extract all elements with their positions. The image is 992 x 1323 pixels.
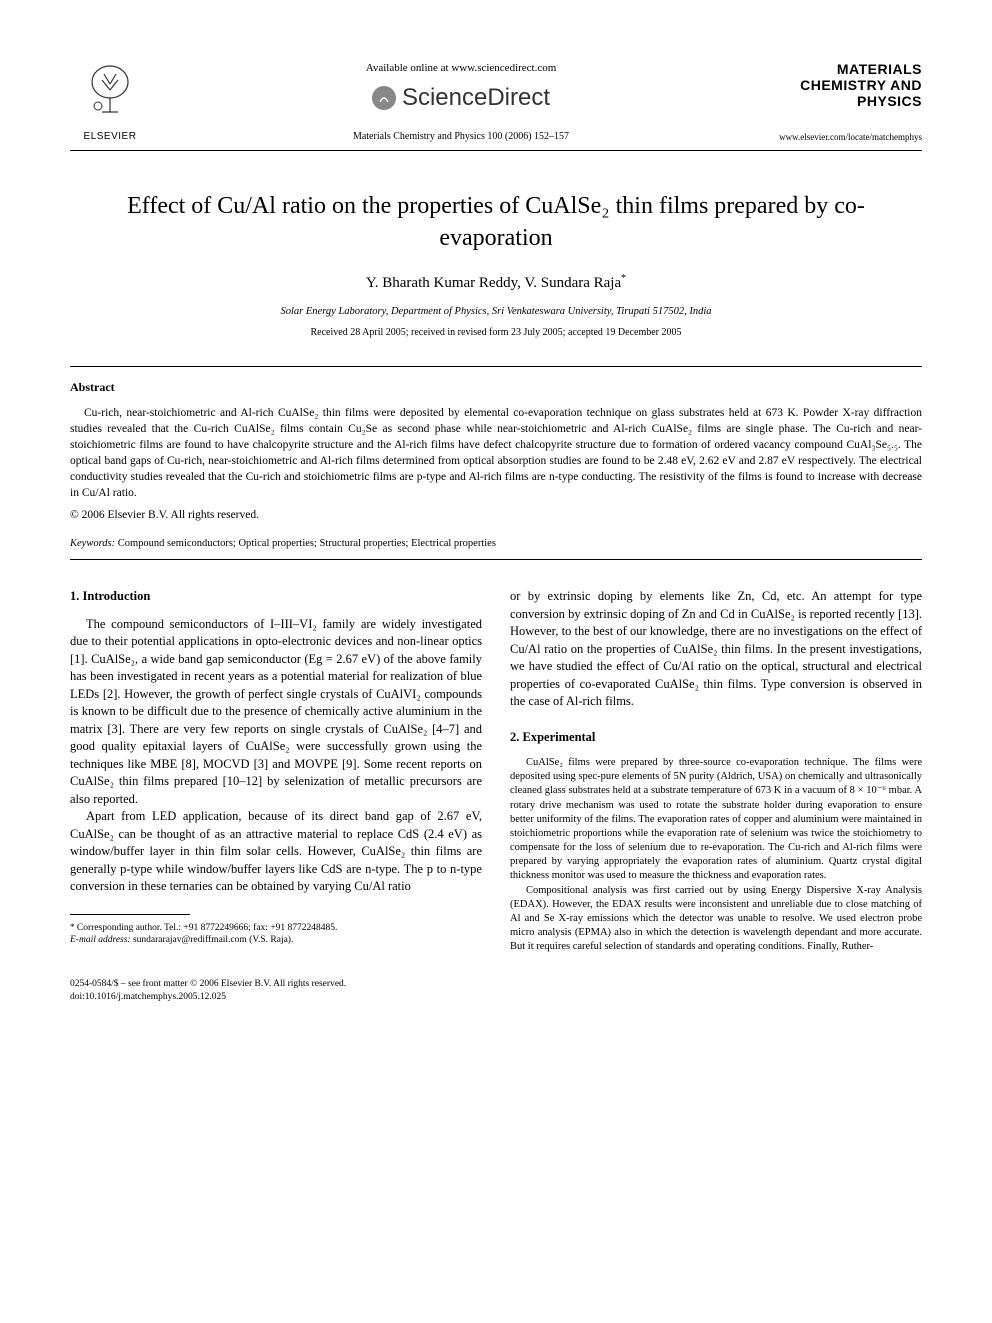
footnote: * Corresponding author. Tel.: +91 877224… [70, 921, 482, 948]
keywords-text: Compound semiconductors; Optical propert… [115, 538, 496, 549]
journal-logo: MATERIALS CHEMISTRY AND PHYSICS www.else… [772, 61, 922, 144]
center-header: Available online at www.sciencedirect.co… [150, 61, 772, 144]
sciencedirect-text: ScienceDirect [402, 81, 550, 116]
journal-logo-title: MATERIALS CHEMISTRY AND PHYSICS [772, 61, 922, 109]
footer-doi: doi:10.1016/j.matchemphys.2005.12.025 [70, 991, 922, 1004]
page-header: ELSEVIER Available online at www.science… [70, 60, 922, 144]
experimental-paragraph-2: Compositional analysis was first carried… [510, 884, 922, 955]
abstract-text: Cu-rich, near-stoichiometric and Al-rich… [70, 405, 922, 502]
right-column: or by extrinsic doping by elements like … [510, 588, 922, 954]
elsevier-tree-icon [80, 60, 140, 120]
header-rule [70, 150, 922, 151]
sciencedirect-logo: ScienceDirect [372, 81, 550, 116]
abstract-top-rule [70, 366, 922, 367]
footnote-email: E-mail address: sundararajav@rediffmail.… [70, 934, 482, 947]
article-dates: Received 28 April 2005; received in revi… [70, 326, 922, 341]
experimental-paragraph-1: CuAlSe₂ films were prepared by three-sou… [510, 756, 922, 884]
intro-paragraph-1: The compound semiconductors of I–III–VI₂… [70, 616, 482, 809]
journal-url: www.elsevier.com/locate/matchemphys [772, 131, 922, 144]
available-online-text: Available online at www.sciencedirect.co… [170, 61, 752, 77]
footnote-corresponding: * Corresponding author. Tel.: +91 877224… [70, 921, 482, 935]
elsevier-label: ELSEVIER [70, 130, 150, 145]
journal-reference: Materials Chemistry and Physics 100 (200… [170, 130, 752, 145]
left-column: 1. Introduction The compound semiconduct… [70, 588, 482, 954]
keywords: Keywords: Compound semiconductors; Optic… [70, 536, 922, 551]
sciencedirect-bullet-icon [372, 86, 396, 110]
article-title: Effect of Cu/Al ratio on the properties … [110, 191, 882, 253]
keywords-label: Keywords: [70, 538, 115, 549]
authors-text: Y. Bharath Kumar Reddy, V. Sundara Raja [366, 275, 621, 291]
footer-issn: 0254-0584/$ – see front matter © 2006 El… [70, 978, 922, 991]
introduction-heading: 1. Introduction [70, 588, 482, 606]
footnote-rule [70, 914, 190, 915]
intro-paragraph-2: Apart from LED application, because of i… [70, 808, 482, 896]
intro-paragraph-3: or by extrinsic doping by elements like … [510, 588, 922, 711]
body-columns: 1. Introduction The compound semiconduct… [70, 588, 922, 954]
corresponding-author-mark: * [621, 273, 626, 284]
authors: Y. Bharath Kumar Reddy, V. Sundara Raja* [70, 272, 922, 295]
affiliation: Solar Energy Laboratory, Department of P… [70, 304, 922, 319]
abstract-copyright: © 2006 Elsevier B.V. All rights reserved… [70, 507, 922, 524]
elsevier-logo: ELSEVIER [70, 60, 150, 144]
experimental-heading: 2. Experimental [510, 729, 922, 747]
abstract-label: Abstract [70, 379, 922, 396]
page-footer: 0254-0584/$ – see front matter © 2006 El… [70, 978, 922, 1004]
keywords-rule [70, 559, 922, 560]
